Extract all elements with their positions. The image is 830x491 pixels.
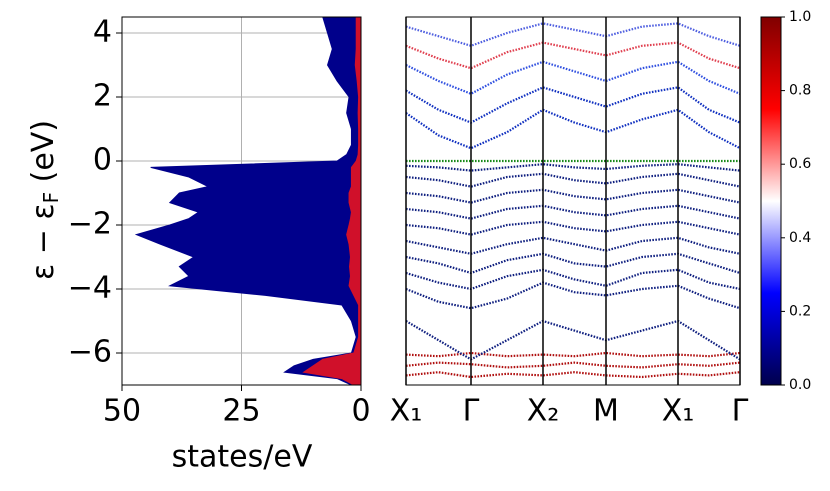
x-tick-label: M bbox=[593, 394, 619, 429]
band bbox=[406, 86, 740, 124]
band bbox=[406, 188, 740, 204]
x-tick-label: X₁ bbox=[390, 394, 423, 429]
y-label-part: (eV) bbox=[26, 120, 61, 192]
band bbox=[406, 204, 740, 220]
dos-area bbox=[134, 16, 362, 386]
x-tick-label: X₂ bbox=[527, 394, 560, 429]
band bbox=[406, 60, 740, 96]
x-tick-label: 25 bbox=[222, 394, 260, 429]
colorbar-tick-label: 0.4 bbox=[789, 230, 811, 246]
dos-area bbox=[302, 16, 362, 386]
band bbox=[406, 281, 740, 310]
colorbar bbox=[760, 16, 782, 386]
band bbox=[406, 252, 740, 275]
colorbar-tick-label: 0.8 bbox=[789, 83, 811, 99]
band bbox=[406, 22, 740, 47]
band bbox=[406, 172, 740, 188]
x-axis-label: states/eV bbox=[172, 440, 313, 475]
y-tick-label: 0 bbox=[93, 143, 112, 178]
y-axis-label: ε − εF (eV) bbox=[26, 120, 63, 280]
y-tick-label: 2 bbox=[93, 79, 112, 114]
band bbox=[406, 41, 740, 70]
band bbox=[406, 351, 740, 358]
axes-frame bbox=[121, 16, 362, 386]
x-tick-label: X₁ bbox=[662, 394, 695, 429]
x-tick-label: 50 bbox=[103, 394, 141, 429]
colorbar-tick-label: 0.6 bbox=[789, 156, 811, 172]
axes-frame bbox=[405, 16, 741, 386]
colorbar-tick-label: 0.0 bbox=[789, 377, 811, 393]
band bbox=[406, 268, 740, 291]
x-tick-label: Γ bbox=[463, 394, 480, 429]
y-tick-label: −6 bbox=[68, 335, 112, 370]
y-tick-label: 4 bbox=[93, 15, 112, 50]
colorbar-tick-label: 1.0 bbox=[789, 9, 811, 25]
band bbox=[406, 371, 740, 379]
band bbox=[406, 236, 740, 255]
y-tick-label: −4 bbox=[68, 271, 112, 306]
band bbox=[406, 163, 740, 172]
band bbox=[406, 220, 740, 236]
band bbox=[406, 361, 740, 369]
x-tick-label: 0 bbox=[351, 394, 370, 429]
y-label-part: ε − ε bbox=[26, 203, 61, 280]
band bbox=[406, 108, 740, 150]
y-label-sub: F bbox=[39, 192, 63, 204]
y-tick-label: −2 bbox=[68, 207, 112, 242]
x-tick-label: Γ bbox=[732, 394, 749, 429]
band bbox=[406, 319, 740, 361]
colorbar-tick-label: 0.2 bbox=[789, 303, 811, 319]
